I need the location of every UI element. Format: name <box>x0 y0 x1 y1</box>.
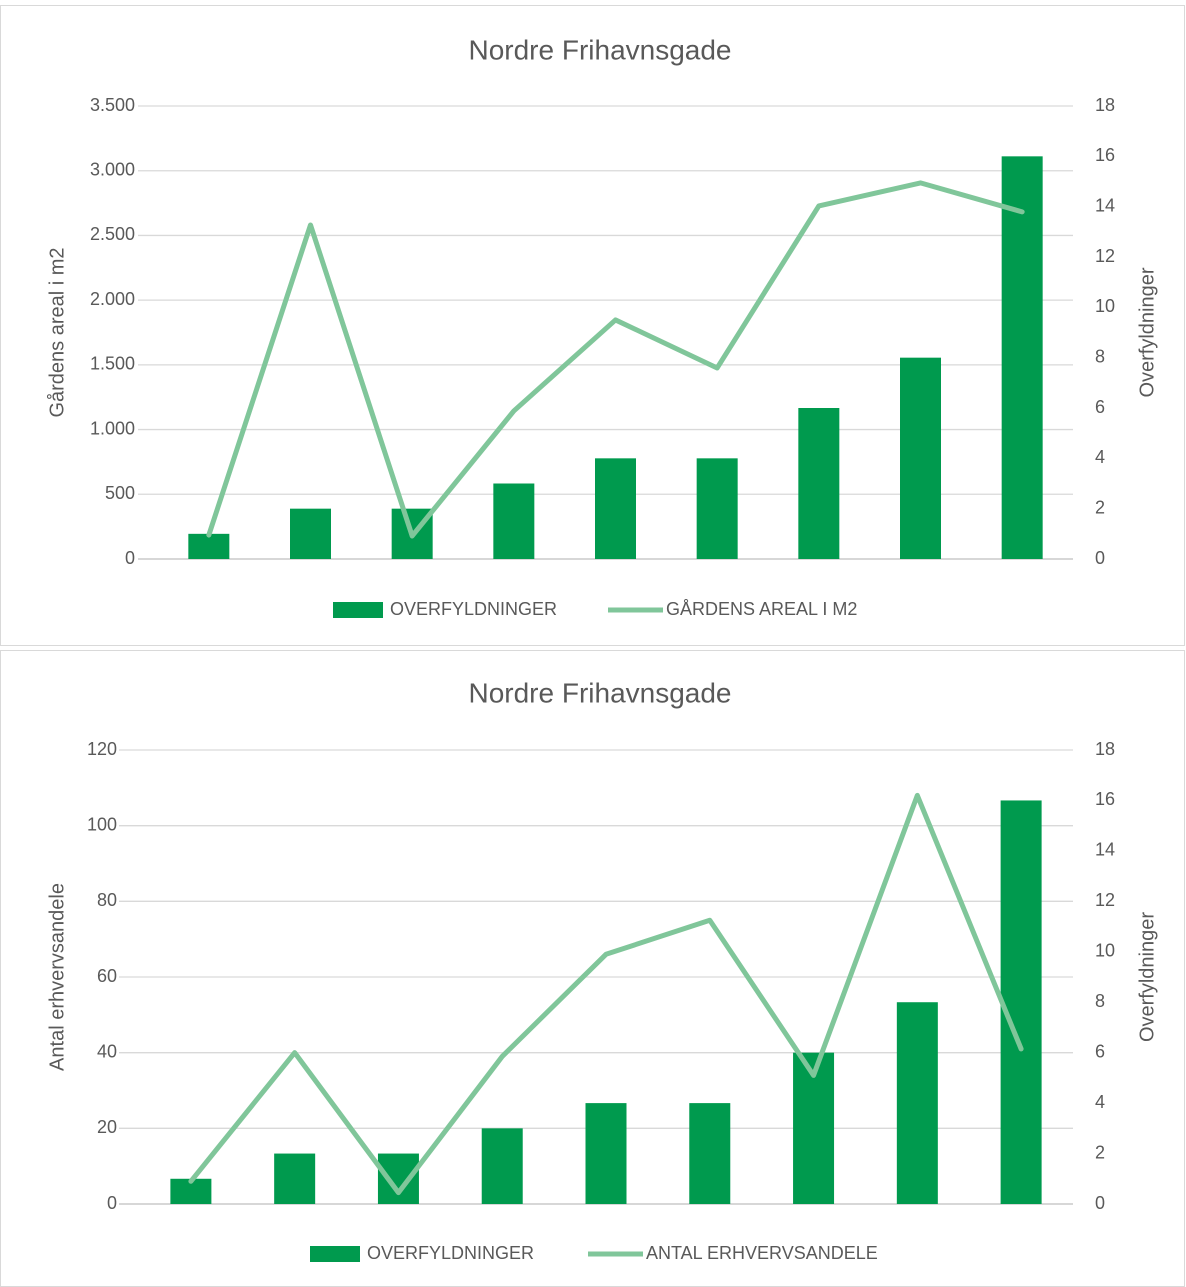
y-tick-label: 80 <box>97 890 117 910</box>
y-tick-label: 0 <box>107 1193 117 1213</box>
y-tick-label: 20 <box>97 1117 117 1137</box>
bar <box>481 1128 523 1204</box>
y2-axis-title: Overfyldninger <box>1136 267 1158 397</box>
y2-tick-label: 6 <box>1095 1041 1105 1061</box>
bar <box>900 357 941 559</box>
y2-tick-label: 16 <box>1095 145 1115 165</box>
y-tick-label: 3.500 <box>90 95 135 115</box>
bar <box>274 1153 316 1204</box>
y-axis-title: Antal erhvervsandele <box>46 883 68 1071</box>
y2-tick-label: 14 <box>1095 195 1115 215</box>
chart-title: Nordre Frihavnsgade <box>468 677 731 708</box>
y2-tick-label: 2 <box>1095 1142 1105 1162</box>
y2-tick-label: 6 <box>1095 397 1105 417</box>
bar <box>1001 156 1043 560</box>
y2-axis-title: Overfyldninger <box>1136 912 1158 1042</box>
bar <box>896 1002 938 1204</box>
y-tick-label: 1.500 <box>90 354 135 374</box>
y2-tick-label: 0 <box>1095 1193 1105 1213</box>
bar <box>798 408 840 559</box>
bar <box>493 483 535 559</box>
y2-tick-label: 10 <box>1095 941 1115 961</box>
line <box>188 792 1024 1196</box>
bar <box>377 1153 419 1204</box>
y2-tick-label: 8 <box>1095 346 1105 366</box>
y-tick-label: 3.000 <box>90 159 135 179</box>
y2-tick-label: 8 <box>1095 991 1105 1011</box>
legend-label: OVERFYLDNINGER <box>367 1243 534 1263</box>
bar <box>290 508 331 559</box>
y2-tick-label: 18 <box>1095 739 1115 759</box>
y-tick-label: 2.500 <box>90 224 135 244</box>
y2-tick-label: 16 <box>1095 789 1115 809</box>
y2-tick-label: 4 <box>1095 447 1105 467</box>
chart-title: Nordre Frihavnsgade <box>468 34 731 65</box>
y2-tick-label: 0 <box>1095 548 1105 568</box>
y-tick-label: 0 <box>125 548 135 568</box>
legend-label: ANTAL ERHVERVSANDELE <box>646 1243 878 1263</box>
y-tick-label: 100 <box>87 814 117 834</box>
legend-swatch <box>310 1246 360 1262</box>
y-tick-label: 1.000 <box>90 418 135 438</box>
y2-tick-label: 12 <box>1095 890 1115 910</box>
bar <box>696 458 738 559</box>
y-tick-label: 500 <box>105 483 135 503</box>
bar <box>689 1103 731 1204</box>
y2-tick-label: 18 <box>1095 95 1115 115</box>
line <box>206 180 1025 539</box>
y-tick-label: 2.000 <box>90 289 135 309</box>
y2-tick-label: 12 <box>1095 246 1115 266</box>
legend-label: GÅRDENS AREAL I M2 <box>666 599 857 619</box>
bar <box>1000 800 1042 1204</box>
y-tick-label: 40 <box>97 1041 117 1061</box>
bar <box>595 458 636 559</box>
legend-label: OVERFYLDNINGER <box>390 599 557 619</box>
bar <box>585 1103 627 1204</box>
bar <box>793 1052 835 1204</box>
y2-tick-label: 4 <box>1095 1092 1105 1112</box>
y-tick-label: 60 <box>97 966 117 986</box>
y-tick-label: 120 <box>87 739 117 759</box>
bar <box>188 533 230 559</box>
y2-tick-label: 10 <box>1095 296 1115 316</box>
y2-tick-label: 14 <box>1095 840 1115 860</box>
y-axis-title: Gårdens areal i m2 <box>46 247 68 417</box>
legend-swatch <box>333 602 383 618</box>
y2-tick-label: 2 <box>1095 497 1105 517</box>
